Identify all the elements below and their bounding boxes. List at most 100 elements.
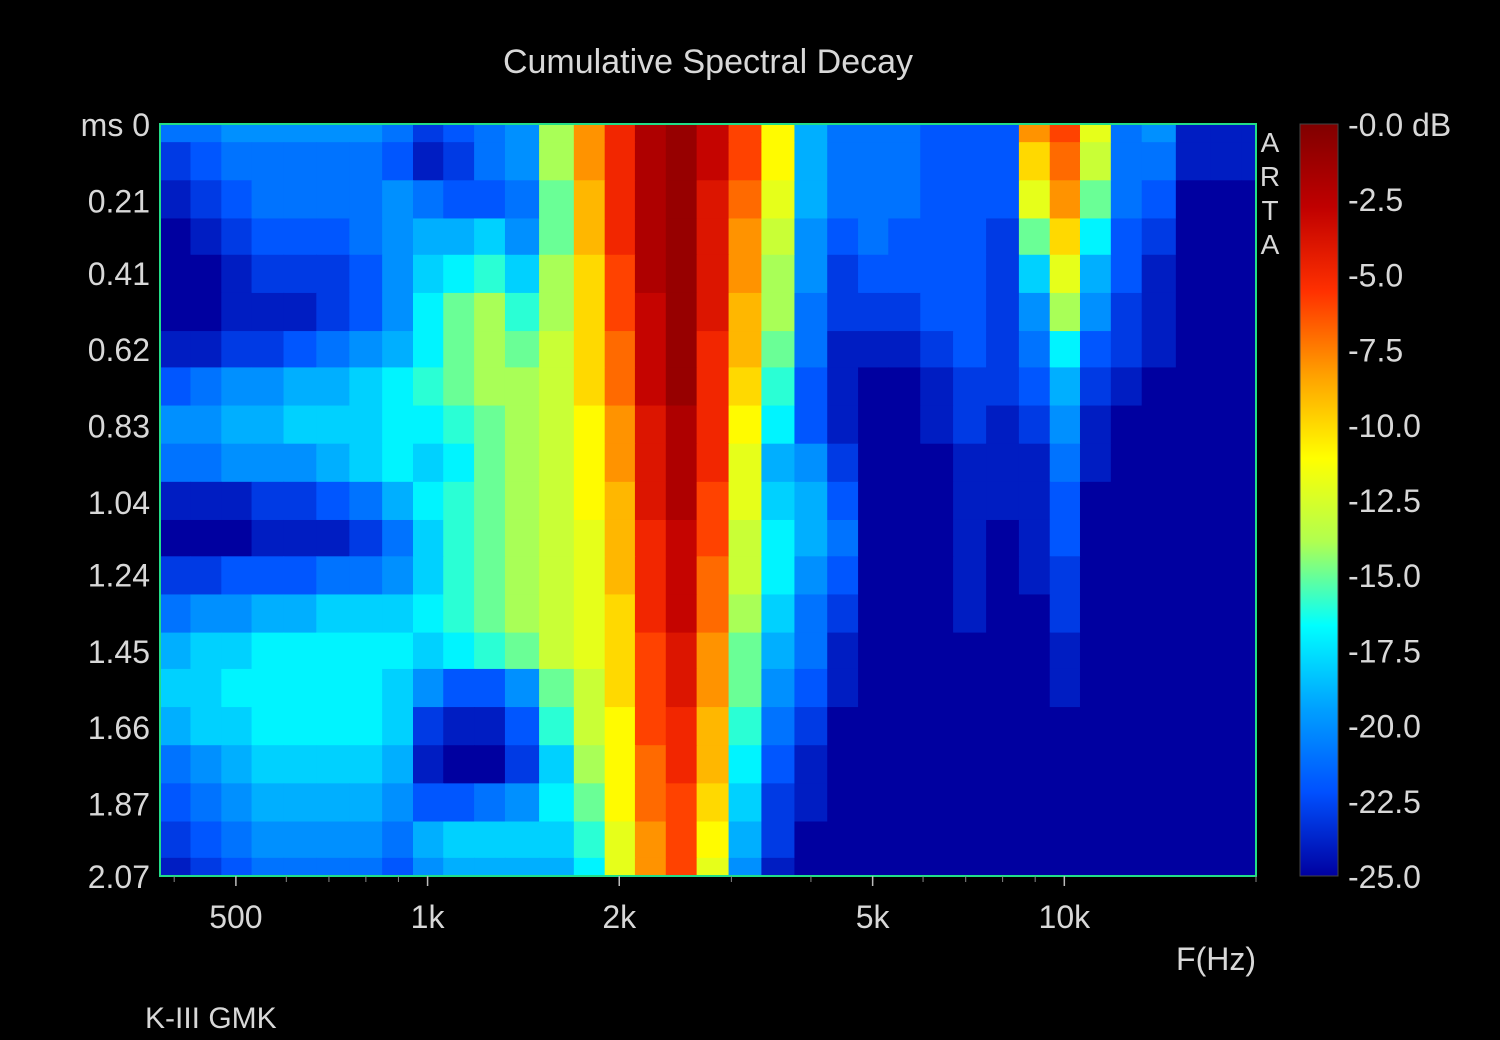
heatmap-cell	[761, 783, 796, 823]
heatmap-cell	[1018, 821, 1051, 859]
heatmap-cell	[504, 142, 540, 181]
heatmap-cell	[443, 124, 475, 143]
heatmap-cell	[953, 857, 987, 877]
heatmap-cell	[221, 821, 253, 859]
heatmap-cell	[443, 857, 475, 877]
heatmap-cell	[1210, 745, 1243, 784]
heatmap-cell	[413, 292, 444, 332]
heatmap-cell	[827, 331, 859, 368]
heatmap-cell	[1049, 142, 1081, 181]
heatmap-cell	[634, 124, 667, 143]
heatmap-cell	[539, 481, 575, 521]
heatmap-cell	[190, 519, 222, 557]
heatmap-cell	[1018, 292, 1051, 332]
heatmap-cell	[665, 821, 698, 859]
heatmap-cell	[1079, 857, 1112, 877]
heatmap-cell	[160, 857, 192, 877]
heatmap-cell	[474, 292, 506, 332]
heatmap-cell	[190, 783, 222, 823]
heatmap-cell	[382, 142, 414, 181]
heatmap-cell	[794, 367, 828, 407]
heatmap-cell	[794, 331, 828, 368]
y-tick-label: 1.24	[88, 557, 150, 593]
heatmap-cell	[1079, 519, 1112, 557]
heatmap-cell	[382, 745, 414, 784]
heatmap-cell	[634, 405, 667, 445]
heatmap-cell	[1079, 405, 1112, 445]
heatmap-cell	[474, 745, 506, 784]
heatmap-cell	[1049, 556, 1081, 596]
heatmap-cell	[1018, 142, 1051, 181]
heatmap-cell	[604, 367, 636, 407]
heatmap-cell	[349, 783, 383, 823]
heatmap-cell	[604, 124, 636, 143]
heatmap-cell	[953, 783, 987, 823]
heatmap-cell	[573, 821, 606, 859]
heatmap-cell	[1018, 254, 1051, 294]
heatmap-cell	[474, 857, 506, 877]
heatmap-cell	[283, 857, 317, 877]
heatmap-cell	[696, 707, 730, 746]
heatmap-cell	[1141, 632, 1177, 670]
heatmap-cell	[827, 254, 859, 294]
heatmap-cell	[986, 668, 1020, 708]
heatmap-cell	[1210, 594, 1243, 634]
heatmap-cell	[634, 218, 667, 256]
heatmap-cell	[728, 254, 762, 294]
heatmap-cell	[986, 443, 1020, 483]
heatmap-cell	[539, 707, 575, 746]
heatmap-cell	[888, 124, 921, 143]
y-tick-label: 0.21	[88, 183, 150, 219]
heatmap-cell	[986, 292, 1020, 332]
watermark-letter: R	[1260, 161, 1280, 192]
heatmap-cell	[221, 556, 253, 596]
heatmap-cell	[728, 443, 762, 483]
heatmap-cell	[504, 519, 540, 557]
heatmap-cell	[382, 481, 414, 521]
heatmap-cell	[1018, 218, 1051, 256]
heatmap-cell	[827, 632, 859, 670]
heatmap-cell	[1175, 594, 1212, 634]
heatmap-cell	[794, 124, 828, 143]
heatmap-cell	[382, 124, 414, 143]
heatmap-cell	[160, 124, 192, 143]
heatmap-cell	[316, 218, 350, 256]
x-tick-label: 1k	[411, 899, 446, 935]
heatmap-cell	[858, 821, 889, 859]
heatmap-cell	[1110, 821, 1143, 859]
heatmap-cell	[858, 519, 889, 557]
heatmap-cell	[728, 519, 762, 557]
heatmap-cell	[504, 481, 540, 521]
heatmap-cell	[539, 632, 575, 670]
heatmap-cell	[349, 745, 383, 784]
heatmap-cell	[573, 142, 606, 181]
heatmap-cell	[1049, 707, 1081, 746]
heatmap-cell	[283, 405, 317, 445]
heatmap-cell	[1079, 632, 1112, 670]
heatmap-cell	[443, 632, 475, 670]
heatmap-cell	[858, 857, 889, 877]
heatmap-cell	[1141, 443, 1177, 483]
heatmap-cell	[1241, 124, 1257, 143]
heatmap-cell	[160, 292, 192, 332]
heatmap-cell	[665, 443, 698, 483]
colorbar-tick-label: -20.0	[1348, 709, 1421, 745]
heatmap-cell	[604, 443, 636, 483]
heatmap-cell	[1049, 857, 1081, 877]
heatmap-cell	[413, 218, 444, 256]
heatmap-cell	[761, 519, 796, 557]
heatmap-cell	[920, 331, 954, 368]
heatmap-cell	[634, 783, 667, 823]
heatmap-cell	[539, 443, 575, 483]
heatmap-cell	[504, 668, 540, 708]
heatmap-cell	[316, 519, 350, 557]
heatmap-cell	[888, 707, 921, 746]
heatmap-cell	[443, 481, 475, 521]
heatmap-cell	[1141, 857, 1177, 877]
heatmap-cell	[858, 443, 889, 483]
heatmap-cell	[1079, 367, 1112, 407]
heatmap-cell	[1241, 481, 1257, 521]
heatmap-cell	[443, 519, 475, 557]
heatmap-cell	[1241, 443, 1257, 483]
heatmap-cell	[1175, 124, 1212, 143]
